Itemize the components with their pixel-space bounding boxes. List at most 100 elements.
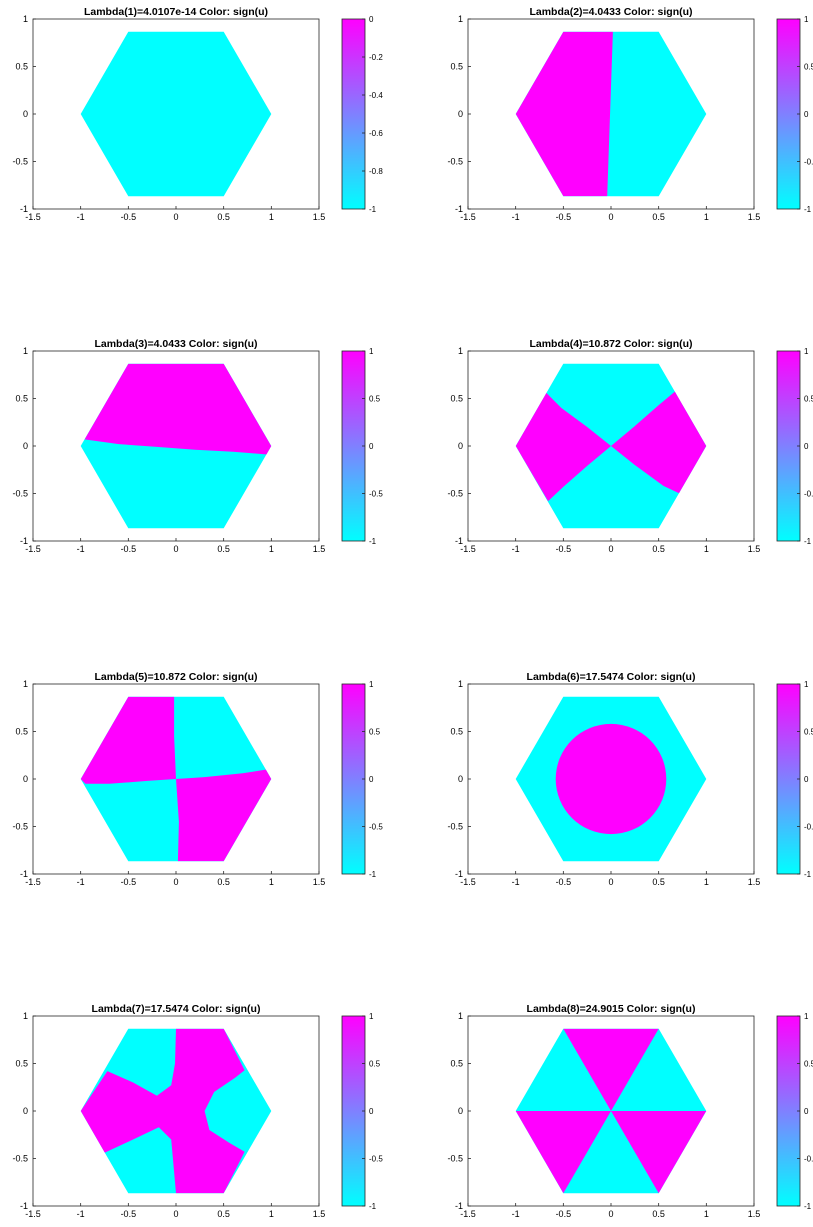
x-tick-label: -1 [77,1209,85,1219]
colorbar-tick-label: 1 [369,680,374,689]
colorbar-tick-label: 0.5 [804,395,813,404]
x-tick-label: -0.5 [121,1209,137,1219]
colorbar-tick-label: 1 [804,1012,809,1021]
x-tick-label: 1 [704,544,709,554]
y-tick-label: 1 [458,1011,463,1021]
subplot-6: Lambda(6)=17.5474 Color: sign(u)-1.5 -1 -0… [447,671,813,887]
y-tick-label: -0.5 [447,822,463,832]
y-tick-label: -1 [455,536,463,546]
y-tick-label: 1 [458,346,463,356]
x-tick-label: -1.5 [460,544,476,554]
x-tick-label: 1 [704,877,709,887]
x-tick-label: 0.5 [652,877,665,887]
chart-title: Lambda(4)=10.872 Color: sign(u) [529,338,692,350]
colorbar-tick-label: 1 [369,347,374,356]
y-tick-label: 1 [458,679,463,689]
x-tick-label: -0.5 [556,212,572,222]
colorbar: 1 0.5 0 -0.5 -1 [341,347,383,546]
positive-region [515,31,613,197]
y-tick-label: 1 [23,679,28,689]
x-tick-label: 1.5 [748,544,761,554]
y-tick-label: 1 [23,1011,28,1021]
x-tick-label: -1.5 [25,877,41,887]
subplot-5: Lambda(5)=10.872 Color: sign(u)-1.5 -1 -0.… [12,671,383,887]
subplot-3: Lambda(3)=4.0433 Color: sign(u) -1.5 -1 -0.… [12,338,383,554]
colorbar-tick-label: -0.5 [369,490,383,499]
subplot-7: Lambda(7)=17.5474 Color: sign(u)-1.5 -1 -0… [12,1003,383,1219]
y-tick-label: 0 [458,109,463,119]
x-tick-label: 0 [173,544,178,554]
y-tick-label: 0 [23,1106,28,1116]
colorbar: 1 0.5 0 -0.5 -1 [776,680,813,879]
colorbar-tick-label: -1 [804,1202,812,1211]
colorbar-tick-label: 0.5 [369,1060,381,1069]
chart-title: Lambda(3)=4.0433 Color: sign(u) [94,338,257,350]
y-tick-label: -0.5 [447,1154,463,1164]
colorbar-gradient [776,18,801,210]
y-tick-label: -0.5 [447,157,463,167]
positive-regions [84,363,272,455]
positive-region [563,1028,659,1111]
colorbar-tick-label: -0.5 [804,1155,813,1164]
y-tick-label: -0.5 [447,489,463,499]
x-tick-label: -0.5 [121,877,137,887]
chart-title: Lambda(6)=17.5474 Color: sign(u) [527,671,696,683]
colorbar-gradient [776,683,801,875]
x-tick-label: 1.5 [313,212,326,222]
x-tick-label: 0.5 [652,212,665,222]
colorbar-tick-label: 0 [804,442,809,451]
y-tick-label: -1 [20,204,28,214]
positive-region [611,390,707,494]
colorbar-tick-label: -1 [804,870,812,879]
x-tick-label: 1.5 [748,212,761,222]
positive-region [611,1111,707,1194]
colorbar-tick-label: 0.5 [369,395,381,404]
x-tick-label: -0.5 [556,544,572,554]
colorbar-tick-label: -0.5 [804,490,813,499]
colorbar-tick-label: -0.5 [804,158,813,167]
colorbar-tick-label: -1 [369,870,377,879]
colorbar-tick-label: -1 [369,537,377,546]
x-tick-label: -1.5 [25,544,41,554]
colorbar-tick-label: 1 [369,1012,374,1021]
y-tick-label: 0 [23,109,28,119]
colorbar-tick-label: -1 [804,537,812,546]
y-tick-label: 0 [458,441,463,451]
x-tick-label: 0.5 [652,544,665,554]
colorbar-tick-label: -0.5 [369,823,383,832]
colorbar-tick-label: 0.5 [804,728,813,737]
x-tick-label: -1.5 [25,212,41,222]
y-tick-label: -1 [455,869,463,879]
colorbar-tick-label: -0.6 [369,129,383,138]
colorbar-gradient [341,1015,366,1207]
colorbar-tick-label: 0 [804,1107,809,1116]
colorbar: 1 0.5 0 -0.5 -1 [776,15,813,214]
colorbar-tick-label: 0 [369,442,374,451]
subplot-2: Lambda(2)=4.0433 Color: sign(u) -1.5 -1 -0.… [447,6,813,222]
subplot-1: Lambda(1)=4.0107e-14 Color: sign(u)-1.5-… [12,6,383,222]
y-tick-label: -1 [20,869,28,879]
hexagon-domain [80,31,272,197]
chart-title: Lambda(2)=4.0433 Color: sign(u) [529,6,692,18]
x-tick-label: -1 [77,212,85,222]
x-tick-label: -0.5 [121,544,137,554]
colorbar-tick-label: -0.4 [369,91,383,100]
colorbar: 1 0.5 0 -0.5 -1 [341,1012,383,1211]
positive-region [80,1028,245,1194]
colorbar-tick-label: -0.5 [369,1155,383,1164]
colorbar: 0 -0.2 -0.4 -0.6 -0.8 -1 [341,15,383,214]
x-tick-label: -1.5 [460,212,476,222]
x-tick-label: 0 [608,877,613,887]
y-tick-label: -1 [455,204,463,214]
x-tick-label: 0 [608,1209,613,1219]
y-tick-label: 0.5 [450,1059,463,1069]
positive-regions [555,723,667,835]
y-tick-label: -1 [20,1201,28,1211]
colorbar-tick-label: -0.2 [369,53,383,62]
colorbar-tick-label: 0.5 [369,728,381,737]
colorbar-tick-label: 0 [804,110,809,119]
y-tick-label: 0.5 [450,727,463,737]
x-tick-label: -0.5 [556,877,572,887]
positive-region [515,392,611,502]
